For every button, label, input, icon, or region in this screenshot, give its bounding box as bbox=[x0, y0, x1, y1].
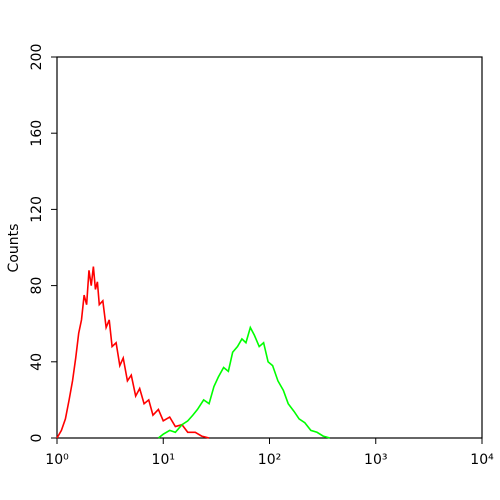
y-tick-label: 120 bbox=[29, 196, 45, 223]
y-axis-label: Counts bbox=[6, 224, 22, 273]
y-tick-label: 40 bbox=[29, 353, 45, 371]
plot-frame bbox=[56, 56, 483, 439]
x-tick-label: 10⁰ bbox=[45, 452, 69, 468]
x-tick-label: 10⁴ bbox=[470, 452, 494, 468]
y-tick-label: 80 bbox=[29, 277, 45, 295]
x-tick-label: 10² bbox=[258, 452, 281, 468]
histogram-line bbox=[157, 325, 331, 439]
y-tick-label: 200 bbox=[29, 44, 45, 71]
x-tick-label: 10³ bbox=[364, 452, 387, 468]
x-tick-label: 10¹ bbox=[152, 452, 175, 468]
histogram-line bbox=[56, 266, 210, 439]
y-tick-label: 0 bbox=[29, 434, 45, 443]
y-tick-label: 160 bbox=[29, 120, 45, 147]
